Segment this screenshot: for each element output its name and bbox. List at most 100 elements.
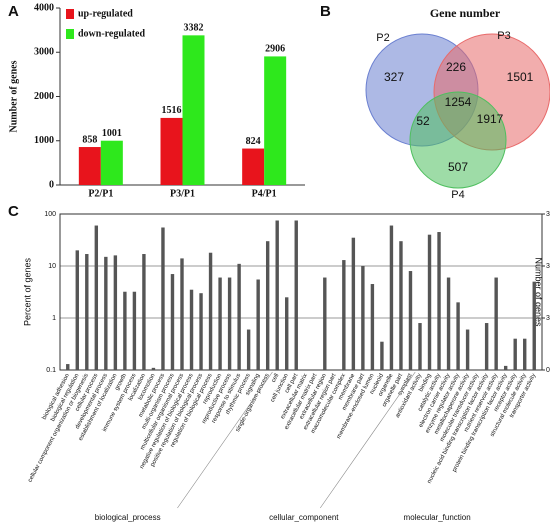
bar xyxy=(523,338,527,370)
bar xyxy=(161,227,165,370)
y-tick-label: 0 xyxy=(49,179,54,190)
bar xyxy=(427,234,432,370)
value-label: 858 xyxy=(82,134,97,145)
bar xyxy=(242,148,265,185)
y2-axis-label: Number of genes xyxy=(534,257,544,327)
bar xyxy=(294,220,298,370)
bar xyxy=(323,277,327,370)
group-label: biological_process xyxy=(95,513,161,522)
x-tick-label: P2/P1 xyxy=(88,188,113,199)
y-tick-label: 4000 xyxy=(34,2,54,13)
value-label: 3382 xyxy=(184,23,204,34)
legend-swatch xyxy=(66,29,74,39)
bar xyxy=(94,225,99,370)
x-tick-label: cell xyxy=(271,373,281,384)
bar xyxy=(182,35,205,186)
bar xyxy=(151,367,156,370)
bar xyxy=(227,277,232,370)
bar xyxy=(85,254,89,370)
bar xyxy=(484,323,489,370)
x-tick-label: P3/P1 xyxy=(170,188,195,199)
bar xyxy=(361,266,365,370)
y-tick-label: 0.1 xyxy=(46,367,56,374)
plot-frame xyxy=(59,213,543,371)
y2-tick-label: 36 xyxy=(546,315,550,322)
bar xyxy=(275,220,279,370)
region-count: 1254 xyxy=(445,95,472,109)
y-tick-label: 2000 xyxy=(34,91,54,102)
bar xyxy=(370,284,375,370)
bar xyxy=(342,260,346,370)
bar xyxy=(170,274,175,370)
y2-tick-label: 3603 xyxy=(546,211,550,218)
legend-swatch xyxy=(66,9,74,19)
region-count: 1917 xyxy=(477,112,504,126)
legend-label: down-regulated xyxy=(78,28,145,39)
y2-tick-label: 0 xyxy=(546,367,550,374)
bar xyxy=(113,255,118,370)
bar xyxy=(160,117,183,185)
bar xyxy=(351,237,356,370)
group-label: cellular_component xyxy=(269,513,339,522)
value-label: 1001 xyxy=(102,128,122,139)
bar xyxy=(285,297,289,370)
bar xyxy=(465,329,470,370)
bar xyxy=(199,293,203,370)
bar xyxy=(408,271,413,370)
bar xyxy=(218,277,222,370)
panel-label: C xyxy=(8,203,19,220)
bar xyxy=(66,364,70,370)
value-label: 1516 xyxy=(162,105,182,116)
x-tick-label: P4/P1 xyxy=(252,188,277,199)
bar xyxy=(104,256,108,370)
bar xyxy=(189,289,194,370)
panel-label: B xyxy=(320,3,331,20)
bar xyxy=(418,323,422,370)
bar xyxy=(75,250,79,370)
bar xyxy=(237,263,241,370)
y-axis-label: Percent of genes xyxy=(22,257,32,326)
bar xyxy=(503,365,508,370)
bar xyxy=(78,147,101,185)
bar xyxy=(132,291,137,370)
legend-label: up-regulated xyxy=(78,8,133,19)
bar xyxy=(532,281,536,370)
bar xyxy=(446,277,451,370)
set-label: P3 xyxy=(497,30,510,42)
bar xyxy=(399,241,403,370)
bar xyxy=(265,241,270,370)
bar xyxy=(437,232,441,370)
bar xyxy=(256,279,260,370)
value-label: 2906 xyxy=(265,44,285,55)
value-label: 824 xyxy=(246,136,261,147)
region-count: 507 xyxy=(448,160,468,174)
y-tick-label: 10 xyxy=(48,263,56,270)
y2-tick-label: 360 xyxy=(546,263,550,270)
bar xyxy=(264,56,287,185)
y-tick-label: 1000 xyxy=(34,135,54,146)
bar xyxy=(208,252,213,370)
bar xyxy=(380,341,384,370)
set-label: P4 xyxy=(451,189,464,201)
region-count: 52 xyxy=(416,114,430,128)
y-tick-label: 100 xyxy=(44,211,56,218)
panel-label: A xyxy=(8,3,19,20)
bar xyxy=(494,277,498,370)
group-label: molecular_function xyxy=(404,513,471,522)
group-divider xyxy=(319,371,416,509)
bar xyxy=(513,338,517,370)
bar xyxy=(180,258,184,370)
venn-title: Gene number xyxy=(430,6,501,20)
venn-set xyxy=(409,91,507,189)
group-divider xyxy=(177,371,273,509)
bar xyxy=(389,225,394,370)
bar xyxy=(123,291,127,370)
set-label: P2 xyxy=(376,32,389,44)
bar xyxy=(142,254,146,370)
y-axis-label: Number of genes xyxy=(8,60,19,132)
region-count: 1501 xyxy=(507,70,534,84)
bar xyxy=(246,329,251,370)
region-count: 327 xyxy=(384,70,404,84)
bar xyxy=(456,302,460,370)
